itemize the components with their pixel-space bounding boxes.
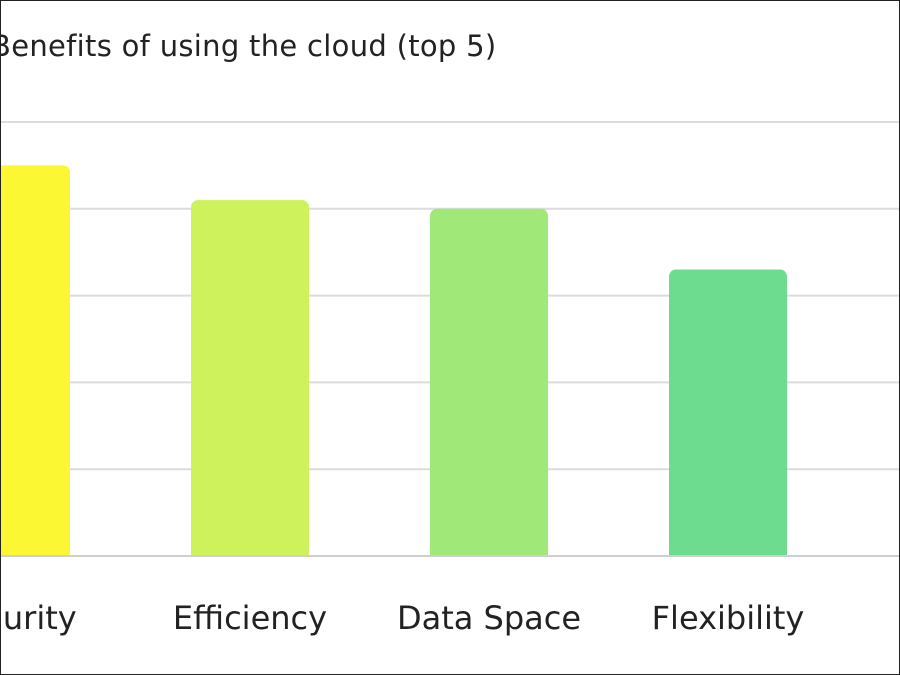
bars (1, 165, 899, 674)
bar-flexibility (669, 269, 787, 562)
bar-data-space (430, 208, 548, 563)
category-label: Security (1, 599, 77, 637)
chart-title: Benefits of using the cloud (top 5) (0, 29, 497, 63)
category-label: Efficiency (172, 599, 328, 637)
bar-security (1, 165, 70, 562)
category-label: Data Space (396, 599, 582, 637)
category-label: Flexibility (651, 599, 805, 637)
bar-efficiency (191, 200, 309, 562)
baseline-mask (1, 557, 899, 674)
